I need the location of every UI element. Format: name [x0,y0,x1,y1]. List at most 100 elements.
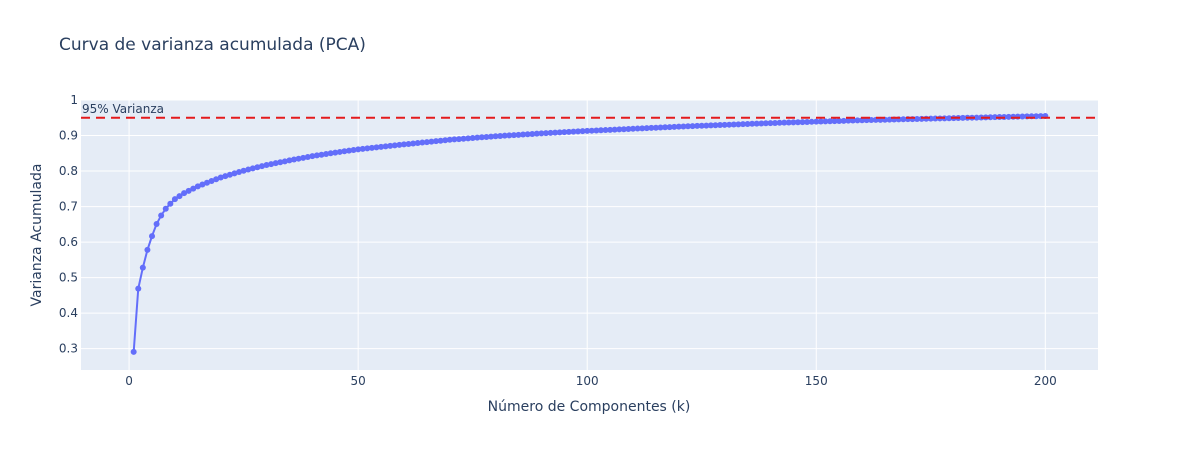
data-point [726,121,733,128]
y-tick-label: 0.4 [59,306,78,320]
data-point [171,196,178,203]
data-point [286,157,293,164]
data-point [217,174,224,181]
data-point [332,149,339,156]
data-point [410,140,417,147]
data-point [666,124,673,131]
data-point [203,179,210,186]
data-point [1019,113,1026,120]
data-point [817,118,824,125]
data-point [451,136,458,143]
reference-layer: 95% Varianza [81,102,1098,119]
data-point [813,118,820,125]
data-point [547,129,554,136]
data-point [135,285,142,292]
data-point [323,151,330,157]
data-point [533,130,540,137]
data-point [460,135,467,142]
data-point [368,144,375,151]
data-point [149,233,156,240]
data-point [570,128,577,135]
data-point [785,119,792,126]
data-point [680,123,687,130]
data-point [730,121,737,128]
x-axis-title: Número de Componentes (k) [488,399,691,415]
data-point [268,161,275,168]
data-point [231,170,238,177]
x-tick-labels: 0 50 100 150 200 [125,374,1056,388]
data-point [735,121,742,128]
data-point [643,125,650,132]
data-point [167,200,174,207]
data-point [772,119,779,126]
data-point [675,123,682,130]
data-point [300,154,307,161]
data-point [258,163,265,170]
data-point [689,123,696,130]
data-point [144,246,151,253]
data-point [153,220,160,227]
data-point [355,146,362,153]
data-point [717,122,724,129]
data-point [446,136,453,143]
data-point [634,125,641,132]
data-point [749,120,756,127]
data-point [364,145,371,152]
y-tick-label: 0.9 [59,129,78,143]
y-tick-label: 0.8 [59,164,78,178]
data-point [245,166,252,173]
y-tick-label: 0.7 [59,200,78,214]
reference-line-label: 95% Varianza [82,102,164,116]
data-point [236,169,243,176]
data-point [433,138,440,145]
data-point [474,134,481,141]
x-tick-label: 50 [351,374,366,388]
data-point [657,124,664,131]
data-point [226,171,233,178]
data-point [707,122,714,129]
y-tick-label: 0.3 [59,342,78,356]
data-point [776,119,783,126]
data-point [483,133,490,140]
data-point [671,123,678,130]
data-point [721,121,728,128]
data-point [428,138,435,145]
data-point [510,132,517,139]
data-point [836,117,843,124]
data-point [987,114,994,121]
data-point [662,124,669,131]
data-point [222,173,229,180]
data-point [652,124,659,131]
y-axis-title: Varianza Acumulada [29,164,45,307]
data-point [414,140,421,147]
x-gridlines [128,100,1046,370]
data-point [790,119,797,126]
data-point [625,125,632,132]
data-point [263,162,270,169]
data-point [213,176,220,183]
x-tick-label: 0 [125,374,133,388]
data-point [744,120,751,127]
data-point [176,193,183,200]
data-point [295,155,302,162]
data-point [703,122,710,129]
data-point [520,131,527,138]
chart-title: Curva de varianza acumulada (PCA) [59,35,366,55]
data-point [130,348,137,355]
data-point [254,164,261,171]
data-point [387,142,394,149]
data-point [854,117,861,124]
data-point [336,148,343,155]
data-point [597,127,604,134]
y-tick-label: 1 [70,93,78,107]
data-point [602,127,609,134]
y-tick-label: 0.6 [59,235,78,249]
data-point [758,120,765,127]
data-point [529,130,536,137]
data-point [309,153,316,160]
data-point [208,178,215,184]
data-point [249,165,256,172]
data-point [1005,113,1012,120]
data-point [840,117,847,124]
data-point [584,127,591,134]
